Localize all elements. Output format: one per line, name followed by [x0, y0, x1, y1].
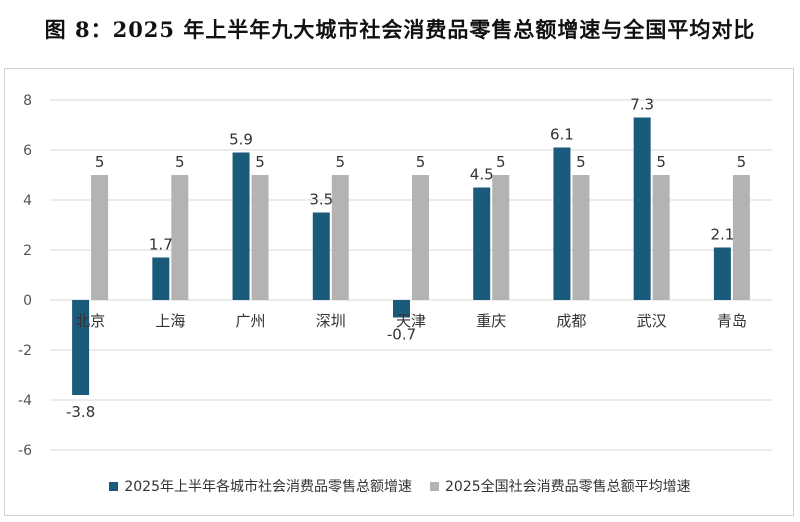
bar-city: [553, 147, 571, 300]
bar-national: [732, 175, 750, 300]
data-label-national: 5: [175, 153, 185, 171]
y-tick-label: 0: [23, 293, 32, 309]
legend-label-national: 2025全国社会消费品零售总额平均增速: [445, 479, 691, 495]
bar-national: [652, 175, 670, 300]
data-label-city: -0.7: [387, 326, 416, 344]
bar-national: [572, 175, 590, 300]
legend-swatch-city: [109, 481, 119, 491]
bar-city: [152, 257, 170, 300]
data-label-city: 6.1: [550, 126, 574, 144]
bar-city: [72, 300, 90, 395]
bar-national: [91, 175, 109, 300]
bar-city: [232, 152, 250, 300]
data-label-national: 5: [496, 153, 506, 171]
bar-city: [633, 117, 651, 300]
data-label-national: 5: [95, 153, 105, 171]
bar-city: [393, 300, 410, 318]
x-category-label: 武汉: [637, 312, 667, 330]
y-tick-label: 8: [23, 93, 32, 109]
bar-national: [251, 175, 269, 300]
data-label-national: 5: [255, 153, 265, 171]
data-label-national: 5: [416, 153, 426, 171]
x-category-label: 北京: [75, 312, 105, 330]
x-category-label: 上海: [155, 312, 185, 330]
y-tick-label: 4: [23, 193, 32, 209]
data-label-city: 3.5: [309, 191, 333, 209]
bar-national: [492, 175, 510, 300]
data-label-city: 4.5: [470, 166, 494, 184]
y-tick-label: -2: [18, 343, 32, 359]
bar-city: [713, 247, 731, 300]
x-category-label: 成都: [556, 312, 586, 330]
x-category-label: 广州: [236, 312, 266, 330]
bar-city: [312, 212, 330, 300]
chart-title: 图 8：2025 年上半年九大城市社会消费品零售总额增速与全国平均对比: [44, 17, 756, 42]
bar-city: [473, 187, 491, 300]
data-label-national: 5: [576, 153, 586, 171]
data-label-city: 7.3: [630, 96, 654, 114]
legend-label-city: 2025年上半年各城市社会消费品零售总额增速: [124, 479, 412, 495]
data-label-national: 5: [737, 153, 747, 171]
bar-national: [412, 175, 429, 300]
bar-national: [331, 175, 349, 300]
x-category-label: 天津: [396, 312, 426, 330]
y-tick-label: 6: [23, 143, 32, 159]
data-label-city: -3.8: [66, 403, 95, 421]
y-tick-label: -6: [18, 443, 32, 459]
data-label-national: 5: [336, 153, 346, 171]
x-category-label: 重庆: [476, 312, 506, 330]
x-category-label: 青岛: [717, 312, 747, 330]
legend-item-city: 2025年上半年各城市社会消费品零售总额增速: [109, 476, 412, 496]
y-tick-label: 2: [23, 243, 32, 259]
data-label-city: 2.1: [710, 226, 734, 244]
chart-frame: [4, 68, 794, 516]
y-tick-label: -4: [18, 393, 32, 409]
legend-item-national: 2025全国社会消费品零售总额平均增速: [430, 476, 691, 496]
data-label-national: 5: [656, 153, 666, 171]
data-label-city: 1.7: [149, 236, 173, 254]
legend-swatch-national: [430, 481, 439, 491]
bar-national: [171, 175, 189, 300]
data-label-city: 5.9: [229, 131, 253, 149]
legend: 2025年上半年各城市社会消费品零售总额增速 2025全国社会消费品零售总额平均…: [0, 476, 800, 496]
x-category-label: 深圳: [316, 312, 346, 330]
